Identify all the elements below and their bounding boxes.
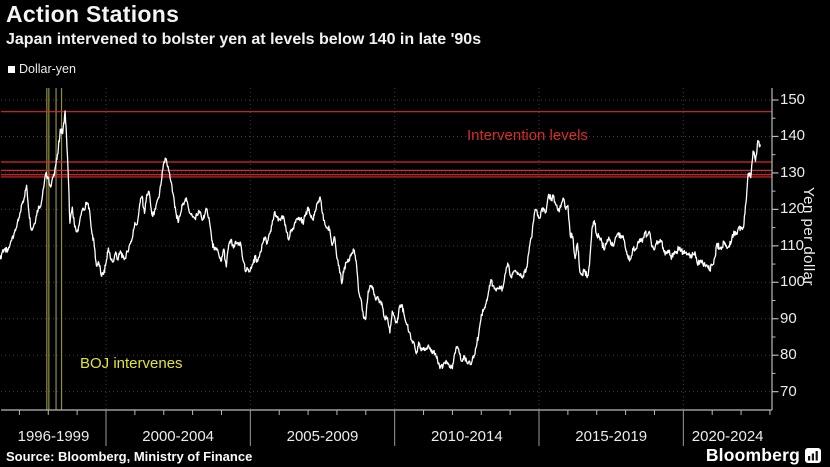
bloomberg-wordmark: Bloomberg (705, 445, 800, 465)
x-period-label: 1996-1999 (17, 428, 90, 445)
bloomberg-logo: Bloomberg (706, 445, 821, 466)
y-tick-label: 150 (780, 91, 806, 108)
chart-subtitle: Japan intervened to bolster yen at level… (6, 31, 482, 48)
y-axis-title: Yen per dollar (800, 187, 817, 287)
source-note: Source: Bloomberg, Ministry of Finance (6, 449, 253, 464)
legend-label: Dollar-yen (19, 62, 76, 76)
x-period-label: 2005-2009 (286, 428, 359, 445)
y-tick-label: 140 (780, 127, 806, 145)
y-tick-label: 110 (780, 236, 804, 254)
y-tick-label: 80 (780, 346, 797, 364)
y-tick-label: 70 (780, 382, 797, 400)
intervention-levels-annotation: Intervention levels (467, 127, 588, 144)
dollar-yen-line (0, 110, 761, 370)
x-period-label: 2015-2019 (575, 428, 648, 445)
y-tick-label: 130 (780, 163, 806, 181)
y-tick-label: 120 (780, 200, 806, 218)
boj-intervenes-annotation: BOJ intervenes (80, 355, 183, 372)
legend-swatch-icon (8, 65, 15, 73)
x-period-label: 2010-2014 (430, 428, 503, 445)
x-period-label: 2020-2024 (691, 428, 764, 445)
legend: Dollar-yen (8, 62, 76, 76)
bar-chart-icon (805, 448, 821, 463)
y-tick-label: 100 (780, 273, 806, 291)
page-title: Action Stations (6, 1, 180, 27)
x-period-label: 2000-2004 (142, 428, 215, 445)
y-tick-label: 90 (780, 309, 797, 327)
